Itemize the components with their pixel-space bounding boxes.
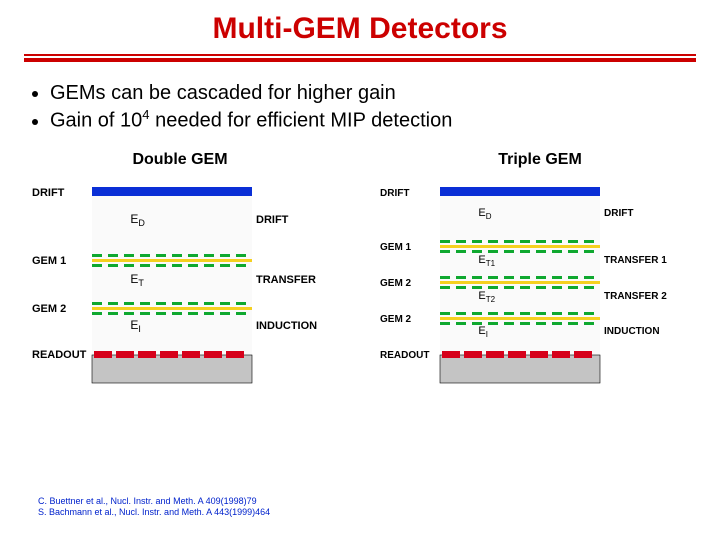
triple-gem-panel: DRIFTGEM 1GEM 2GEM 2READOUTEDDRIFTET1TRA… xyxy=(376,175,696,385)
svg-text:READOUT: READOUT xyxy=(380,350,429,361)
panels-row: DRIFTGEM 1GEM 2READOUTEDDRIFTETTRANSFERE… xyxy=(0,169,720,385)
bullet-1: GEMs can be cascaded for higher gain xyxy=(50,82,720,105)
svg-text:TRANSFER 2: TRANSFER 2 xyxy=(604,291,667,302)
page-title: Multi-GEM Detectors xyxy=(0,0,720,46)
svg-text:TRANSFER 1: TRANSFER 1 xyxy=(604,255,667,266)
svg-text:DRIFT: DRIFT xyxy=(604,208,633,219)
svg-text:READOUT: READOUT xyxy=(32,349,87,361)
citations: C. Buettner et al., Nucl. Instr. and Met… xyxy=(38,496,270,519)
svg-text:DRIFT: DRIFT xyxy=(32,187,65,199)
svg-text:DRIFT: DRIFT xyxy=(256,214,289,226)
title-rule xyxy=(24,54,696,62)
svg-text:DRIFT: DRIFT xyxy=(380,188,409,199)
svg-text:INDUCTION: INDUCTION xyxy=(256,320,317,332)
double-gem-panel: DRIFTGEM 1GEM 2READOUTEDDRIFTETTRANSFERE… xyxy=(28,175,348,385)
panel-titles: Double GEM Triple GEM xyxy=(0,151,720,169)
svg-text:GEM 1: GEM 1 xyxy=(380,242,412,253)
bullet-list: GEMs can be cascaded for higher gain Gai… xyxy=(50,82,720,133)
svg-text:GEM 2: GEM 2 xyxy=(380,314,412,325)
svg-text:GEM 2: GEM 2 xyxy=(380,278,412,289)
triple-gem-title: Triple GEM xyxy=(360,151,720,169)
double-gem-title: Double GEM xyxy=(0,151,360,169)
citation-1: C. Buettner et al., Nucl. Instr. and Met… xyxy=(38,496,270,507)
svg-text:TRANSFER: TRANSFER xyxy=(256,274,316,286)
svg-text:INDUCTION: INDUCTION xyxy=(604,326,660,337)
svg-text:GEM 1: GEM 1 xyxy=(32,255,66,267)
rule-bottom xyxy=(24,58,696,62)
rule-top xyxy=(24,54,696,56)
citation-2: S. Bachmann et al., Nucl. Instr. and Met… xyxy=(38,507,270,518)
bullet-2: Gain of 104 needed for efficient MIP det… xyxy=(50,107,720,133)
svg-text:GEM 2: GEM 2 xyxy=(32,303,66,315)
